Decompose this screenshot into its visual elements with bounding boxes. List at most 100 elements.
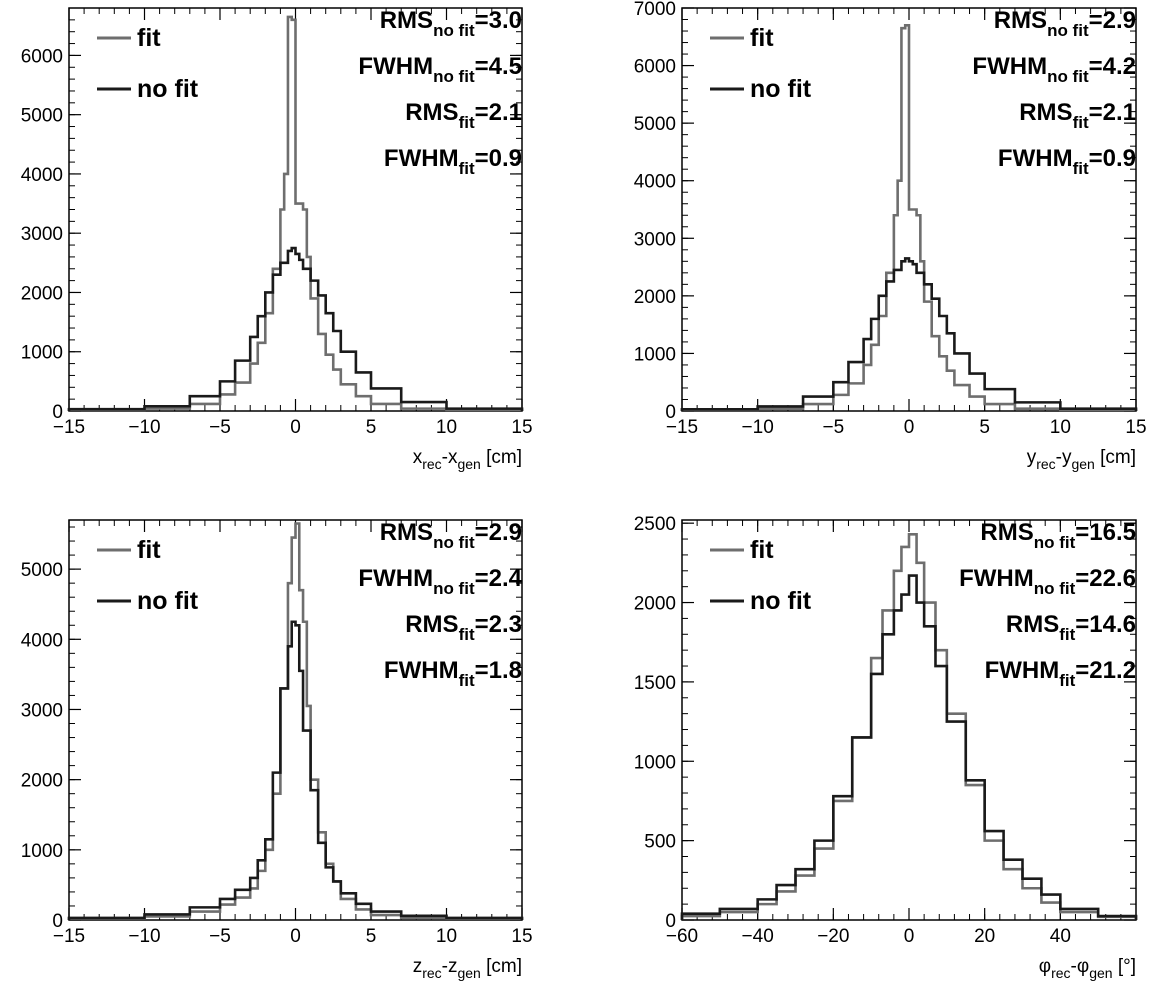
x-tick-label: 5 [366, 926, 377, 947]
y-tick-label: 3000 [21, 700, 63, 721]
x-axis-label-b-sub: gen [457, 965, 480, 981]
x-axis-label-b-sub: gen [1089, 965, 1112, 981]
y-tick-label: 6000 [634, 57, 676, 78]
x-tick-label: −10 [742, 417, 774, 438]
x-axis-label-b-sub: gen [1071, 456, 1094, 472]
x-tick-label: −5 [209, 926, 231, 947]
x-tick-label: −15 [666, 417, 698, 438]
y-tick-label: 1000 [21, 343, 63, 364]
legend-label-fit: fit [750, 536, 774, 564]
chart-panel-4: −60 −40 −20 0 20 40 0 500 1000 1500 2000 2500 fit no … [634, 514, 1138, 981]
stat-label: RMS [380, 519, 433, 546]
x-tick-label: 15 [511, 417, 532, 438]
y-tick-label: 6000 [21, 46, 63, 67]
y-tick-label: 1000 [634, 752, 676, 773]
stat-line: RMSfit=14.6 [1006, 611, 1136, 644]
stat-value: =2.4 [475, 565, 523, 592]
stat-line: FWHMfit=0.9 [384, 145, 522, 178]
histogram-fit [680, 23, 1138, 412]
stat-subscript: no fit [433, 533, 475, 552]
x-tick-label: 0 [904, 926, 915, 947]
x-tick-label: −40 [742, 926, 774, 947]
x-axis-label-unit: [cm] [481, 956, 522, 977]
legend-label-no-fit: no fit [750, 75, 812, 103]
x-axis-label-sep: - [442, 956, 448, 977]
y-tick-label: 2000 [634, 287, 676, 308]
histogram-no-fit [680, 574, 1138, 920]
stat-line: FWHMno fit=4.5 [358, 53, 522, 86]
stat-value: =0.9 [1089, 145, 1136, 172]
stat-line: FWHMno fit=2.4 [358, 565, 522, 598]
x-axis-label: φrec-φgen [°] [1039, 956, 1136, 981]
x-axis-label-a-sub: rec [1036, 456, 1055, 472]
x-axis-label-sep: - [442, 447, 448, 468]
stat-line: RMSno fit=2.9 [380, 519, 522, 552]
stat-value: =2.1 [475, 99, 522, 126]
stat-subscript: fit [1073, 113, 1089, 132]
y-tick-label: 4000 [21, 165, 63, 186]
legend-label-no-fit: no fit [750, 587, 812, 615]
stat-subscript: fit [1059, 671, 1075, 690]
stat-value: =21.2 [1075, 657, 1136, 684]
y-tick-label: 3000 [21, 224, 63, 245]
stat-value: =22.6 [1075, 565, 1136, 592]
x-tick-label: −10 [128, 926, 160, 947]
stat-label: FWHM [384, 145, 459, 172]
x-tick-label: 15 [1125, 417, 1146, 438]
stat-label: FWHM [358, 565, 433, 592]
x-tick-label: 15 [511, 926, 532, 947]
stat-line: FWHMfit=0.9 [998, 145, 1136, 178]
x-tick-label: −15 [53, 417, 85, 438]
y-tick-label: 0 [52, 911, 63, 932]
stat-value: =2.9 [475, 519, 522, 546]
x-tick-label: 10 [1050, 417, 1071, 438]
y-tick-label: 2000 [21, 771, 63, 792]
stat-value: =14.6 [1075, 611, 1136, 638]
stat-subscript: no fit [433, 67, 475, 86]
x-tick-label: −5 [209, 417, 231, 438]
stat-line: RMSfit=2.1 [1019, 99, 1136, 132]
stat-label: RMS [1006, 611, 1059, 638]
y-tick-label: 5000 [634, 114, 676, 135]
x-axis-label-b-sub: gen [457, 456, 480, 472]
y-tick-label: 5000 [21, 560, 63, 581]
x-tick-label: 10 [436, 926, 457, 947]
stat-line: RMSfit=2.3 [405, 611, 522, 644]
y-tick-label: 4000 [21, 630, 63, 651]
stat-label: FWHM [358, 53, 433, 80]
y-tick-label: 2000 [21, 283, 63, 304]
stat-line: RMSno fit=2.9 [994, 7, 1136, 40]
x-axis-label: yrec-ygen [cm] [1027, 447, 1136, 472]
stat-line: FWHMfit=21.2 [985, 657, 1136, 690]
histogram-no-fit [680, 257, 1138, 411]
x-axis-label-b: y [1062, 447, 1072, 468]
stat-subscript: fit [459, 671, 475, 690]
stat-subscript: fit [459, 159, 475, 178]
stat-value: =3.0 [475, 7, 522, 34]
x-tick-label: −5 [822, 417, 844, 438]
stat-subscript: fit [1073, 159, 1089, 178]
stat-line: FWHMfit=1.8 [384, 657, 522, 690]
stat-subscript: fit [459, 113, 475, 132]
x-axis-label: xrec-xgen [cm] [413, 447, 522, 472]
stat-subscript: no fit [1034, 579, 1076, 598]
y-tick-label: 5000 [21, 106, 63, 127]
y-tick-label: 3000 [634, 229, 676, 250]
stat-value: =0.9 [475, 145, 522, 172]
y-tick-label: 7000 [634, 0, 676, 20]
x-axis-label-a-sub: rec [422, 965, 441, 981]
stat-value: =2.3 [475, 611, 522, 638]
x-axis-label-b: x [448, 447, 458, 468]
y-tick-label: 4000 [634, 172, 676, 193]
stat-line: FWHMno fit=4.2 [972, 53, 1136, 86]
stat-value: =4.5 [475, 53, 522, 80]
x-tick-label: 0 [904, 417, 915, 438]
x-tick-label: −60 [666, 926, 698, 947]
stat-label: RMS [1019, 99, 1072, 126]
x-tick-label: 0 [290, 417, 301, 438]
stat-value: =4.2 [1089, 53, 1136, 80]
y-tick-label: 2000 [634, 594, 676, 615]
stat-subscript: no fit [1047, 67, 1089, 86]
stat-label: FWHM [998, 145, 1073, 172]
